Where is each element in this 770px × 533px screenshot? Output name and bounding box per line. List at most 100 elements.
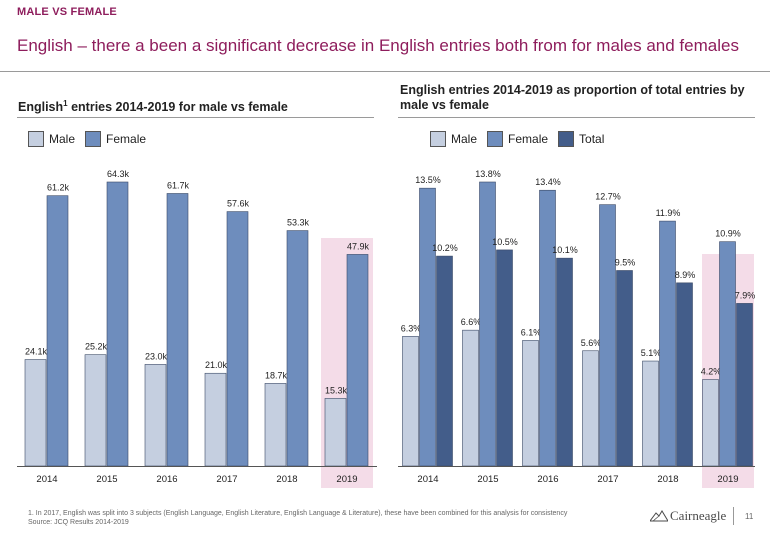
x-tick-label-2015: 2015 [477,474,498,485]
legend-item-total: Total [558,131,604,147]
legend-swatch-total [558,131,575,147]
x-tick-label-2015: 2015 [96,474,117,485]
legend-swatch-female [487,131,504,147]
data-label-female-2016: 61.7k [167,180,190,190]
data-label-total-2017: 9.5% [615,257,636,267]
right-chart-title-text: English entries 2014-2019 as proportion … [400,83,745,112]
bar-female-2017 [599,204,616,467]
bar-male-2017 [582,350,599,467]
page-number: 11 [745,512,754,521]
bar-female-2019 [346,254,369,467]
data-label-male-2016: 6.1% [521,327,542,337]
data-label-male-2018: 5.1% [641,348,662,358]
x-tick-label-2014: 2014 [417,474,438,485]
bar-total-2014 [436,255,453,467]
bar-female-2016 [539,189,556,467]
legend-label-female: Female [106,132,147,146]
bar-female-2015 [106,181,129,467]
data-label-male-2014: 6.3% [401,323,422,333]
data-label-male-2018: 18.7k [265,370,288,380]
data-label-total-2019: 7.9% [735,290,756,300]
x-tick-label-2016: 2016 [156,474,177,485]
brand-logo: Cairneagle [650,508,726,524]
legend-item-female: Female [487,131,548,147]
bar-female-2018 [659,220,676,467]
footnote: 1. In 2017, English was split into 3 sub… [28,509,567,527]
legend-item-male: Male [430,131,477,147]
data-label-female-2018: 11.9% [656,208,681,218]
data-label-male-2017: 5.6% [581,338,602,348]
data-label-male-2014: 24.1k [25,347,48,357]
data-label-female-2017: 57.6k [227,199,250,209]
right-chart-title-rule [398,117,755,118]
bar-male-2015 [462,329,479,467]
bar-male-2016 [522,340,539,467]
x-tick-label-2018: 2018 [276,474,297,485]
x-tick-label-2016: 2016 [537,474,558,485]
right-chart-title: English entries 2014-2019 as proportion … [400,83,750,113]
bar-male-2015 [84,354,107,467]
data-label-male-2015: 25.2k [85,342,108,352]
legend-item-male: Male [28,131,75,147]
legend-label-female: Female [508,132,549,146]
left-chart-title-rule [17,117,374,118]
x-tick-label-2017: 2017 [216,474,237,485]
bar-male-2019 [324,398,347,467]
data-label-female-2019: 47.9k [347,241,370,251]
data-label-total-2018: 8.9% [675,270,696,280]
legend-swatch-male [28,131,44,147]
left-bar-chart: 24.1k 61.2k 2014 25.2k 64.3k 2015 23.0k 61.7k 20… [17,169,377,488]
brand-name: Cairneagle [670,508,727,523]
section-kicker: MALE VS FEMALE [17,6,117,18]
data-label-male-2017: 21.0k [205,360,228,370]
footnote-marker: 1 [63,99,68,108]
bar-female-2014 [46,195,69,467]
data-label-total-2014: 10.2% [432,243,458,253]
bar-female-2019 [719,241,736,467]
right-bar-chart: 6.3% 13.5% 10.2% 2014 6.6% 13.8% 10.5% 2015 6.1%… [398,169,756,488]
x-tick-label-2014: 2014 [36,474,57,485]
legend-label-male: Male [49,132,76,146]
legend-swatch-female [85,131,102,147]
data-label-female-2015: 13.8% [475,169,501,179]
data-label-total-2015: 10.5% [492,237,518,247]
data-label-male-2019: 4.2% [701,367,722,377]
bar-male-2016 [144,364,167,467]
legend-label-total: Total [579,132,605,146]
x-tick-label-2018: 2018 [657,474,678,485]
legend-item-female: Female [85,131,146,147]
bar-female-2014 [419,187,436,467]
right-chart-legend: Male Female Total [430,131,614,147]
source-text: Source: JCQ Results 2014-2019 [28,519,129,526]
footnote-text: 1. In 2017, English was split into 3 sub… [28,510,568,517]
data-label-female-2014: 61.2k [47,183,70,193]
bar-male-2017 [204,372,227,467]
bar-total-2019 [736,303,753,467]
data-label-female-2019: 10.9% [715,229,741,239]
data-label-female-2015: 64.3k [107,169,130,179]
bar-male-2014 [402,336,419,467]
legend-label-male: Male [451,132,478,146]
data-label-male-2015: 6.6% [461,317,482,327]
bar-male-2018 [264,383,287,467]
bar-female-2016 [166,193,189,467]
data-label-total-2016: 10.1% [552,245,578,255]
bar-total-2017 [616,270,633,467]
bar-female-2017 [226,211,249,467]
legend-swatch-male [430,131,446,147]
data-label-male-2016: 23.0k [145,351,168,361]
logo-divider [733,507,734,525]
x-tick-label-2019: 2019 [717,474,738,485]
bar-male-2019 [702,379,719,467]
header-divider [0,71,770,72]
bar-female-2015 [479,181,496,467]
bar-total-2018 [676,282,693,467]
bar-male-2018 [642,360,659,467]
bar-male-2014 [24,359,47,467]
data-label-male-2019: 15.3k [325,385,348,395]
x-tick-label-2017: 2017 [597,474,618,485]
left-chart-title: English1 entries 2014-2019 for male vs f… [18,96,368,115]
mountain-icon [650,510,668,522]
bar-total-2016 [556,257,573,467]
data-label-female-2018: 53.3k [287,218,310,228]
